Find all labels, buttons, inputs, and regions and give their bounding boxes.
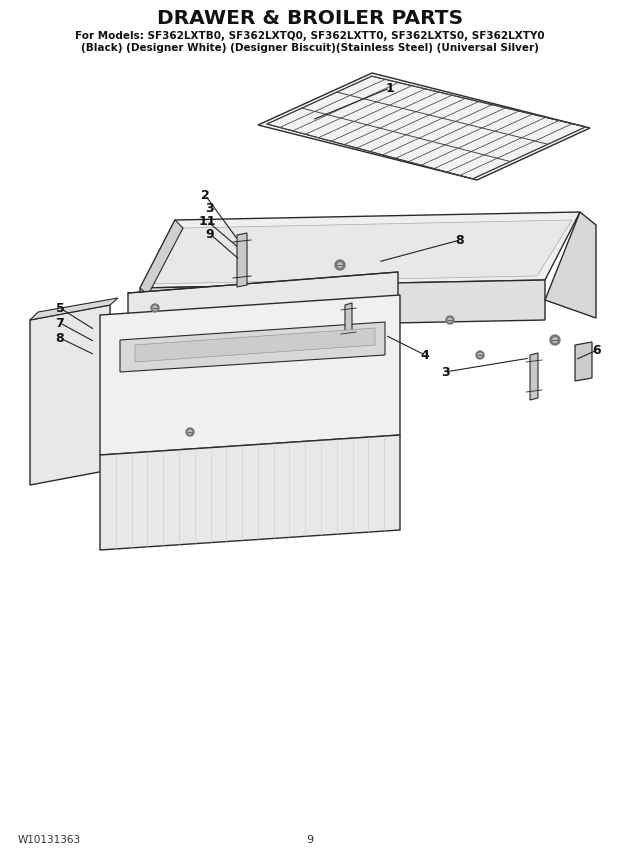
Circle shape (186, 428, 194, 436)
Text: 3: 3 (441, 366, 450, 378)
Polygon shape (140, 280, 545, 328)
Text: eReplacementParts.com: eReplacementParts.com (234, 389, 386, 401)
Circle shape (550, 335, 560, 345)
Circle shape (335, 260, 345, 270)
Circle shape (446, 316, 454, 324)
Circle shape (478, 354, 482, 357)
Text: 9: 9 (306, 835, 314, 845)
Polygon shape (148, 220, 572, 284)
Polygon shape (530, 353, 538, 400)
Polygon shape (545, 212, 596, 318)
Circle shape (338, 263, 342, 267)
Text: 2: 2 (201, 188, 210, 201)
Polygon shape (100, 435, 400, 550)
Text: 8: 8 (456, 234, 464, 247)
Polygon shape (135, 328, 375, 362)
Text: 6: 6 (593, 343, 601, 356)
Circle shape (188, 431, 192, 434)
Circle shape (153, 306, 157, 310)
Text: DRAWER & BROILER PARTS: DRAWER & BROILER PARTS (157, 9, 463, 27)
Polygon shape (30, 298, 118, 320)
Text: 8: 8 (56, 331, 64, 344)
Text: 5: 5 (56, 301, 64, 314)
Polygon shape (258, 73, 590, 180)
Text: (Black) (Designer White) (Designer Biscuit)(Stainless Steel) (Universal Silver): (Black) (Designer White) (Designer Biscu… (81, 43, 539, 53)
Circle shape (476, 351, 484, 359)
Circle shape (151, 304, 159, 312)
Polygon shape (575, 342, 592, 381)
Polygon shape (100, 295, 400, 455)
Circle shape (553, 338, 557, 342)
Polygon shape (140, 212, 580, 288)
Text: For Models: SF362LXTB0, SF362LXTQ0, SF362LXTT0, SF362LXTS0, SF362LXTY0: For Models: SF362LXTB0, SF362LXTQ0, SF36… (75, 31, 545, 41)
Text: W10131363: W10131363 (18, 835, 81, 845)
Text: 4: 4 (420, 348, 430, 361)
Polygon shape (120, 322, 385, 372)
Text: 1: 1 (386, 81, 394, 94)
Text: 3: 3 (206, 201, 215, 215)
Text: 11: 11 (198, 215, 216, 228)
Polygon shape (345, 303, 352, 340)
Circle shape (448, 318, 452, 322)
Polygon shape (128, 272, 398, 328)
Polygon shape (30, 305, 110, 485)
Polygon shape (140, 220, 183, 295)
Polygon shape (237, 233, 247, 287)
Text: 7: 7 (56, 317, 64, 330)
Text: 9: 9 (206, 228, 215, 241)
